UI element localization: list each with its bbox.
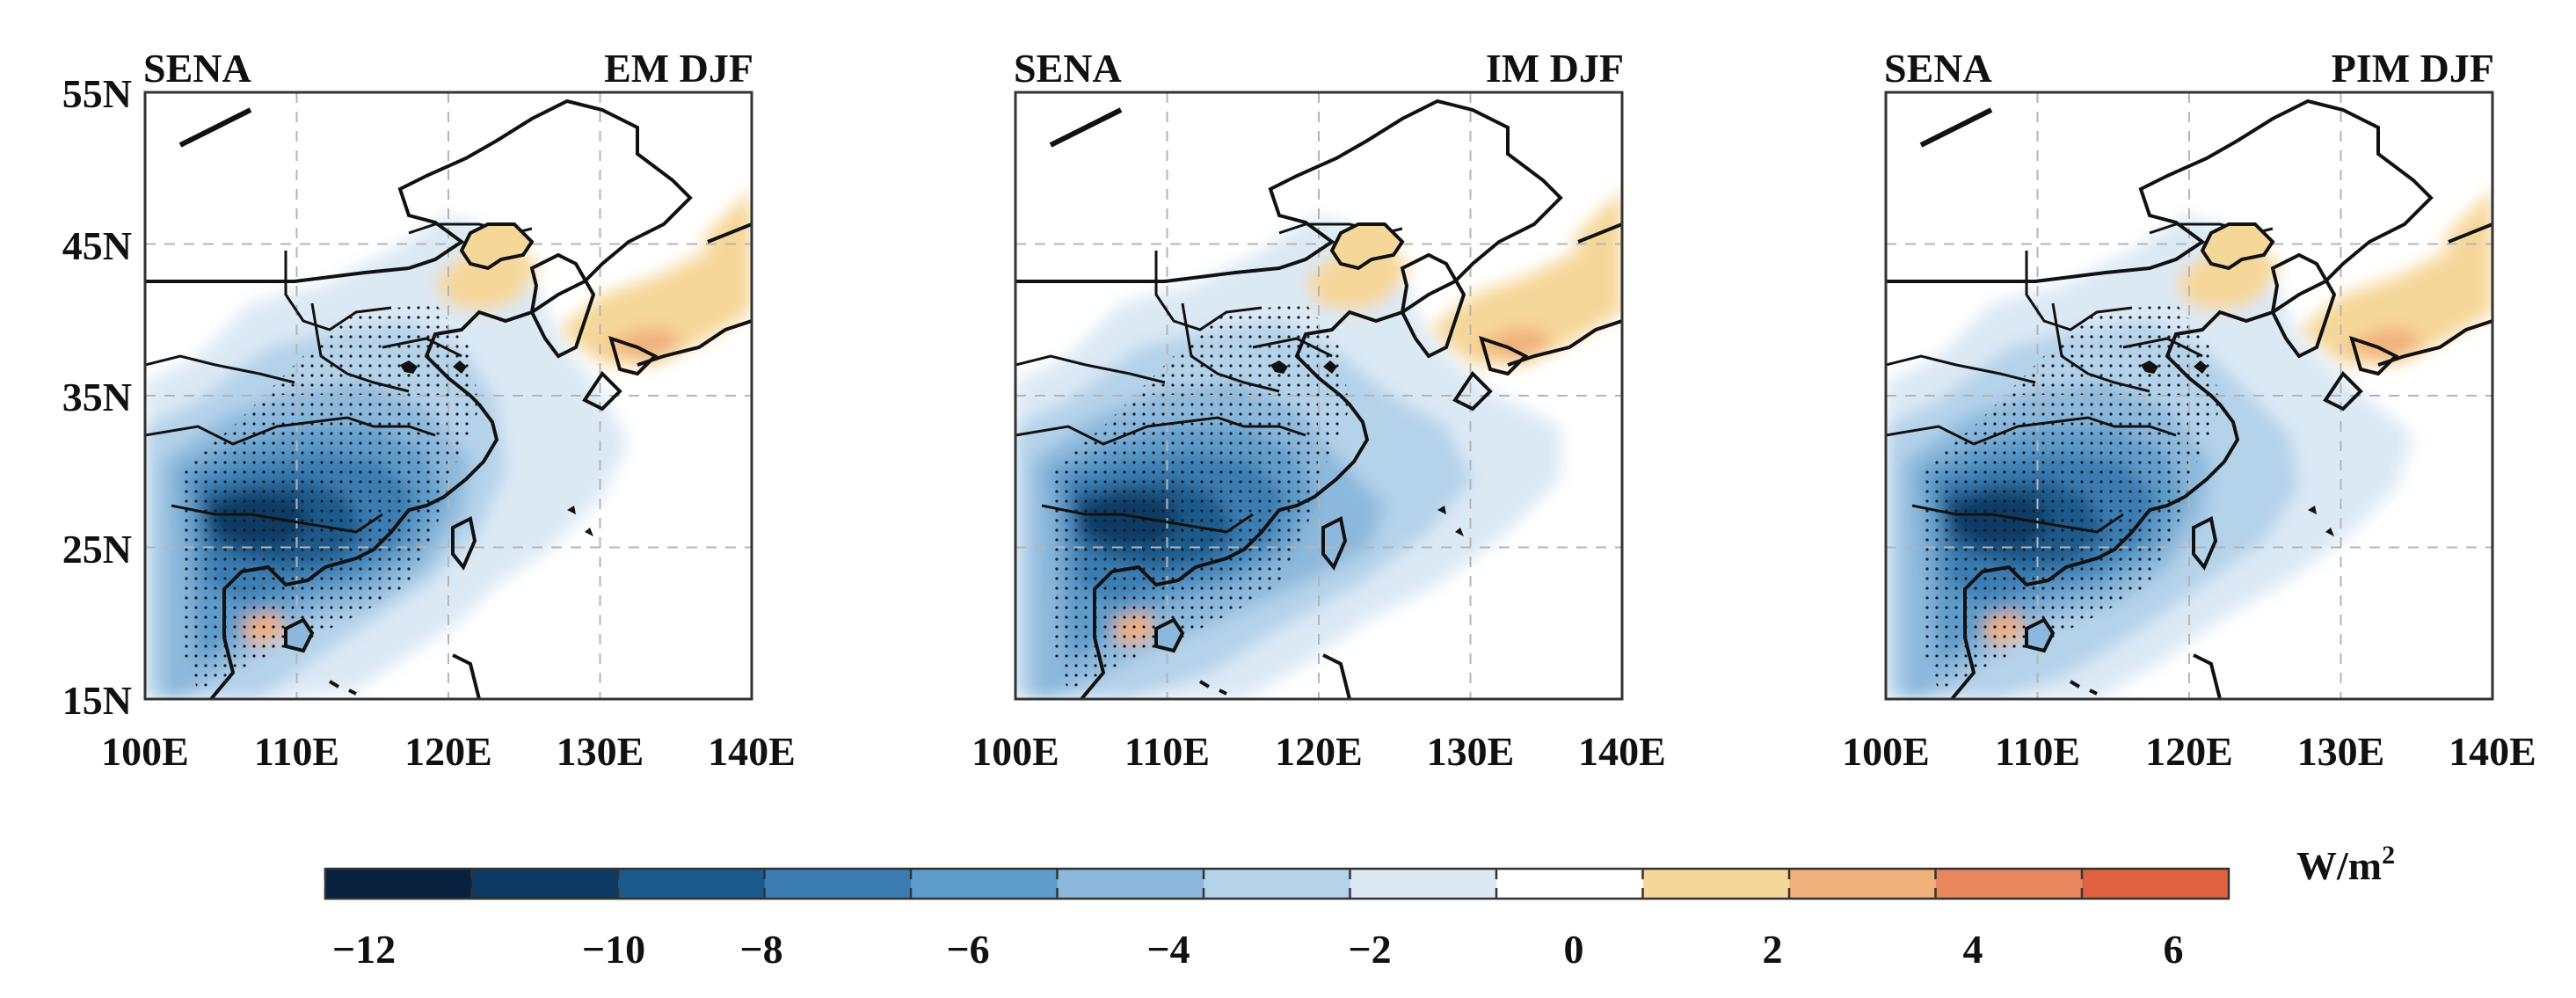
- lat-tick-label: 15N: [62, 678, 132, 723]
- colorbar-cell: [325, 869, 473, 899]
- colorbar-cell: [1789, 869, 1937, 899]
- lon-tick-label: 130E: [1427, 729, 1515, 774]
- colorbar-tick-label: 0: [1564, 927, 1584, 972]
- map-area: [1886, 92, 2492, 699]
- longitude-axis: 100E 110E 120E 130E 140E 100E 110E 120E …: [101, 729, 2536, 774]
- lat-tick-label: 45N: [62, 223, 132, 268]
- lon-tick-label: 140E: [2449, 729, 2536, 774]
- colorbar-cell: [1935, 869, 2084, 899]
- panel-right-label: EM DJF: [604, 46, 753, 91]
- colorbar-tick-label: 4: [1963, 927, 1983, 972]
- lon-tick-label: 110E: [1995, 729, 2080, 774]
- colorbar-tick-label: −2: [1348, 927, 1391, 972]
- panel-right-label: PIM DJF: [2332, 46, 2494, 91]
- panel-right-label: IM DJF: [1486, 46, 1624, 91]
- panel-left-label: SENA: [143, 46, 251, 91]
- colorbar-cell: [2082, 869, 2230, 899]
- significance-stippling: [1051, 303, 1350, 690]
- lat-tick-label: 55N: [62, 71, 132, 116]
- gridlines: [1886, 92, 2492, 699]
- colorbar-cell: [1204, 869, 1351, 899]
- latitude-axis: 55N 45N 35N 25N 15N: [62, 71, 132, 723]
- colorbar-tick-label: −4: [1146, 927, 1190, 972]
- lon-tick-label: 100E: [101, 729, 189, 774]
- map-area: [145, 92, 752, 699]
- colorbar-tick-label: 6: [2164, 927, 2184, 972]
- map-area: [1015, 92, 1622, 699]
- colorbar-tick-label: −8: [739, 927, 782, 972]
- lon-tick-label: 110E: [254, 729, 339, 774]
- colorbar-unit-base: W/m: [2296, 843, 2382, 888]
- lon-tick-label: 100E: [1842, 729, 1930, 774]
- significance-stippling: [1921, 303, 2220, 690]
- colorbar-cell: [1350, 869, 1497, 899]
- panel-left-label: SENA: [1014, 46, 1122, 91]
- colorbar-tick-label: 2: [1763, 927, 1783, 972]
- lon-tick-label: 130E: [557, 729, 644, 774]
- colorbar-cell: [618, 869, 766, 899]
- colorbar-cells: [325, 869, 2230, 899]
- lon-tick-label: 130E: [2297, 729, 2385, 774]
- map-panel: SENA IM DJF: [1014, 46, 1624, 701]
- lat-tick-label: 25N: [62, 527, 132, 572]
- colorbar-cell: [911, 869, 1059, 899]
- gridlines: [1015, 92, 1622, 699]
- colorbar-cell: [471, 869, 619, 899]
- map-panels: SENA EM DJF: [143, 46, 2494, 701]
- gridlines: [145, 92, 752, 699]
- lon-tick-label: 120E: [404, 729, 492, 774]
- colorbar-tick-label: −12: [332, 927, 396, 972]
- lon-tick-label: 140E: [1578, 729, 1666, 774]
- colorbar-tick-label: −10: [582, 927, 645, 972]
- map-frame: [1884, 91, 2494, 701]
- lon-tick-label: 140E: [708, 729, 796, 774]
- colorbar-frame: [324, 867, 2230, 900]
- colorbar-cell: [1057, 869, 1204, 899]
- map-panel: SENA EM DJF: [143, 46, 753, 701]
- map-panel: SENA PIM DJF: [1884, 46, 2494, 701]
- colorbar-unit: W/m2: [2296, 841, 2395, 888]
- map-frame: [1014, 91, 1624, 701]
- colorbar-cell: [764, 869, 912, 899]
- lon-tick-label: 100E: [971, 729, 1059, 774]
- colorbar-unit-exponent: 2: [2382, 841, 2395, 870]
- colorbar: −12 −10 −8 −6 −4 −2 0 2 4 6 W/m2: [324, 841, 2395, 972]
- lon-tick-label: 110E: [1124, 729, 1210, 774]
- map-frame: [143, 91, 753, 701]
- colorbar-cell: [1496, 869, 1644, 899]
- panel-left-label: SENA: [1884, 46, 1992, 91]
- colorbar-cell: [1642, 869, 1790, 899]
- colorbar-ticks: [324, 869, 2084, 899]
- lon-tick-label: 120E: [2145, 729, 2233, 774]
- lat-tick-label: 35N: [62, 375, 132, 419]
- lon-tick-label: 120E: [1275, 729, 1363, 774]
- significance-stippling: [180, 303, 479, 690]
- colorbar-tick-label: −6: [946, 927, 989, 972]
